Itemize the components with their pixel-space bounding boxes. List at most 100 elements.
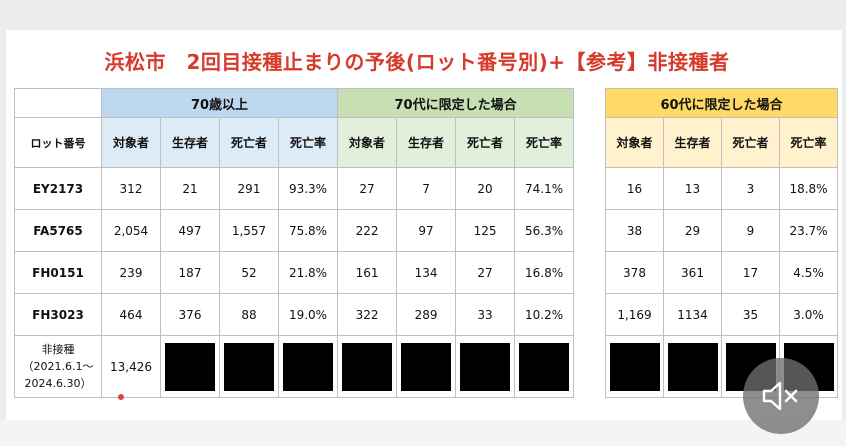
cell-value: 464: [101, 293, 161, 336]
cell-value: 1,557: [219, 209, 279, 252]
redacted-cell: [396, 335, 457, 398]
table-row: FA5765 2,054 497 1,557 75.8% 222 97 125 …: [14, 209, 575, 252]
cell-value: 7: [396, 167, 457, 210]
column-header-subjects: 対象者: [337, 117, 398, 168]
redaction-block: [401, 342, 452, 391]
cell-value: 75.8%: [277, 209, 339, 252]
table-row: 1,169 1134 35 3.0%: [605, 293, 839, 336]
redacted-cell: [514, 335, 575, 398]
lot-number: FH3023: [14, 293, 102, 336]
redaction-block: [283, 342, 334, 391]
nonvax-subjects: 13,426: [101, 335, 161, 398]
mute-button[interactable]: [743, 358, 819, 434]
cell-value: 17: [721, 251, 780, 294]
nonvax-period-end: 2024.6.30）: [24, 377, 92, 390]
redaction-block: [519, 342, 570, 391]
redacted-cell: [219, 335, 279, 398]
group-header-60s: 60代に限定した場合: [604, 88, 839, 118]
redaction-block: [224, 342, 274, 391]
column-header-deaths: 死亡者: [455, 117, 516, 168]
nonvax-label-cell: 非接種 （2021.6.1～ 2024.6.30）: [14, 335, 102, 398]
redaction-block: [667, 342, 718, 391]
cell-value: 88: [219, 293, 279, 336]
column-header-rate: 死亡率: [277, 117, 339, 168]
redacted-cell: [455, 335, 516, 398]
table-row: 38 29 9 23.7%: [605, 209, 839, 252]
cell-value: 361: [663, 251, 722, 294]
column-header-survivors: 生存者: [663, 117, 722, 168]
group-header-70plus: 70歳以上: [100, 88, 339, 118]
cell-value: 97: [396, 209, 457, 252]
group-header-70s: 70代に限定した場合: [337, 88, 575, 118]
cell-value: 13: [663, 167, 722, 210]
lot-number: FA5765: [14, 209, 102, 252]
redaction-block: [609, 342, 660, 391]
redaction-block: [342, 342, 393, 391]
cell-value: 1134: [663, 293, 722, 336]
cell-value: 187: [160, 251, 220, 294]
column-header-survivors: 生存者: [160, 117, 220, 168]
cell-value: 10.2%: [514, 293, 575, 336]
cell-value: 9: [721, 209, 780, 252]
cell-value: 16.8%: [514, 251, 575, 294]
reference-table-60s: 60代に限定した場合 対象者 生存者 死亡者 死亡率 16 13 3 18.8%…: [604, 88, 839, 398]
cell-value: 74.1%: [514, 167, 575, 210]
table-row: FH3023 464 376 88 19.0% 322 289 33 10.2%: [14, 293, 575, 336]
table-row: 16 13 3 18.8%: [605, 167, 839, 210]
redacted-cell: [277, 335, 339, 398]
cell-value: 93.3%: [277, 167, 339, 210]
cell-value: 29: [663, 209, 722, 252]
cell-value: 52: [219, 251, 279, 294]
column-header-rate: 死亡率: [778, 117, 839, 168]
cell-value: 19.0%: [277, 293, 339, 336]
cell-value: 16: [605, 167, 664, 210]
cell-value: 27: [337, 167, 398, 210]
cell-value: 239: [101, 251, 161, 294]
cell-value: 2,054: [101, 209, 161, 252]
nonvax-period-start: （2021.6.1～: [22, 360, 94, 373]
table-row-nonvax: 非接種 （2021.6.1～ 2024.6.30） 13,426: [14, 335, 575, 398]
nonvax-label: 非接種: [41, 343, 75, 356]
cell-value: 21.8%: [277, 251, 339, 294]
cell-value: 18.8%: [778, 167, 839, 210]
cell-value: 161: [337, 251, 398, 294]
redacted-cell: [605, 335, 664, 398]
column-header-survivors: 生存者: [396, 117, 457, 168]
cell-value: 312: [101, 167, 161, 210]
cell-value: 1,169: [605, 293, 664, 336]
cell-value: 21: [160, 167, 220, 210]
cell-value: 33: [455, 293, 516, 336]
cell-value: 3: [721, 167, 780, 210]
cell-value: 289: [396, 293, 457, 336]
cell-value: 4.5%: [778, 251, 839, 294]
cell-value: 376: [160, 293, 220, 336]
redacted-cell: [337, 335, 398, 398]
cell-value: 3.0%: [778, 293, 839, 336]
header-corner: [14, 88, 102, 118]
cell-value: 322: [337, 293, 398, 336]
cell-value: 497: [160, 209, 220, 252]
redacted-cell: [663, 335, 722, 398]
cell-value: 134: [396, 251, 457, 294]
table-row: FH0151 239 187 52 21.8% 161 134 27 16.8%: [14, 251, 575, 294]
table-row: EY2173 312 21 291 93.3% 27 7 20 74.1%: [14, 167, 575, 210]
speaker-muted-icon: [762, 381, 798, 411]
cell-value: 378: [605, 251, 664, 294]
cell-value: 23.7%: [778, 209, 839, 252]
column-header-lot: ロット番号: [14, 117, 102, 168]
cell-value: 222: [337, 209, 398, 252]
cell-value: 38: [605, 209, 664, 252]
cell-value: 27: [455, 251, 516, 294]
redaction-block: [165, 342, 215, 391]
column-header-subjects: 対象者: [101, 117, 161, 168]
column-header-rate: 死亡率: [514, 117, 575, 168]
cursor-dot: [118, 394, 124, 400]
redaction-block: [460, 342, 511, 391]
lot-number: EY2173: [14, 167, 102, 210]
column-header-deaths: 死亡者: [721, 117, 780, 168]
cell-value: 20: [455, 167, 516, 210]
cell-value: 291: [219, 167, 279, 210]
column-header-subjects: 対象者: [605, 117, 664, 168]
cell-value: 35: [721, 293, 780, 336]
bottom-bar: [0, 420, 846, 446]
